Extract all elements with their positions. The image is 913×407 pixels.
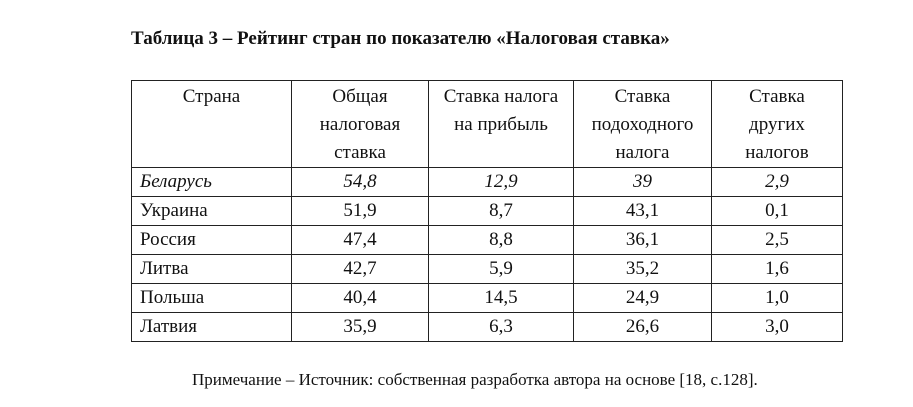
header-income-line-2: подоходного [591, 114, 694, 135]
table-caption: Таблица 3 – Рейтинг стран по показателю … [131, 28, 670, 49]
cell-country: Латвия [131, 312, 292, 342]
cell-income-tax: 26,6 [573, 312, 712, 342]
cell-other-taxes: 1,0 [711, 283, 843, 313]
cell-income-tax: 35,2 [573, 254, 712, 284]
table-row-lithuania: Литва 42,7 5,9 35,2 1,6 [131, 254, 843, 284]
header-country: Страна [131, 80, 292, 168]
header-profit-tax: Ставка налога на прибыль [428, 80, 574, 168]
table-row-russia: Россия 47,4 8,8 36,1 2,5 [131, 225, 843, 255]
header-other-line-3: налогов [745, 142, 809, 163]
header-total-rate: Общая налоговая ставка [291, 80, 429, 168]
cell-total-rate: 54,8 [291, 167, 429, 197]
cell-country: Польша [131, 283, 292, 313]
cell-country: Россия [131, 225, 292, 255]
table-header-row: Страна Общая налоговая ставка Ставка нал… [131, 80, 843, 168]
header-total-line-1: Общая [332, 86, 388, 107]
header-other-line-1: Ставка [749, 86, 805, 107]
cell-country: Украина [131, 196, 292, 226]
cell-profit-tax: 14,5 [428, 283, 574, 313]
table-row-belarus: Беларусь 54,8 12,9 39 2,9 [131, 167, 843, 197]
tax-rate-table: Страна Общая налоговая ставка Ставка нал… [131, 80, 843, 342]
header-other-line-2: других [749, 114, 805, 135]
header-total-line-2: налоговая [319, 114, 401, 135]
cell-profit-tax: 6,3 [428, 312, 574, 342]
cell-income-tax: 39 [573, 167, 712, 197]
cell-income-tax: 43,1 [573, 196, 712, 226]
header-income-line-1: Ставка [614, 86, 671, 107]
header-country-label: Страна [182, 86, 241, 107]
header-total-line-3: ставка [334, 142, 386, 163]
table-row-latvia: Латвия 35,9 6,3 26,6 3,0 [131, 312, 843, 342]
table-row-poland: Польша 40,4 14,5 24,9 1,0 [131, 283, 843, 313]
cell-total-rate: 35,9 [291, 312, 429, 342]
cell-total-rate: 40,4 [291, 283, 429, 313]
cell-profit-tax: 5,9 [428, 254, 574, 284]
table-note: Примечание – Источник: собственная разра… [192, 370, 758, 389]
header-other-taxes: Ставка других налогов [711, 80, 843, 168]
header-income-line-3: налога [615, 142, 670, 163]
cell-country: Беларусь [131, 167, 292, 197]
cell-profit-tax: 12,9 [428, 167, 574, 197]
cell-total-rate: 51,9 [291, 196, 429, 226]
header-profit-line-1: Ставка налога [443, 86, 559, 107]
cell-other-taxes: 0,1 [711, 196, 843, 226]
cell-income-tax: 24,9 [573, 283, 712, 313]
table-row-ukraine: Украина 51,9 8,7 43,1 0,1 [131, 196, 843, 226]
cell-profit-tax: 8,8 [428, 225, 574, 255]
cell-other-taxes: 2,9 [711, 167, 843, 197]
header-income-tax: Ставка подоходного налога [573, 80, 712, 168]
cell-country: Литва [131, 254, 292, 284]
cell-income-tax: 36,1 [573, 225, 712, 255]
cell-total-rate: 42,7 [291, 254, 429, 284]
cell-total-rate: 47,4 [291, 225, 429, 255]
cell-profit-tax: 8,7 [428, 196, 574, 226]
cell-other-taxes: 2,5 [711, 225, 843, 255]
cell-other-taxes: 3,0 [711, 312, 843, 342]
cell-other-taxes: 1,6 [711, 254, 843, 284]
header-profit-line-2: на прибыль [454, 114, 548, 135]
